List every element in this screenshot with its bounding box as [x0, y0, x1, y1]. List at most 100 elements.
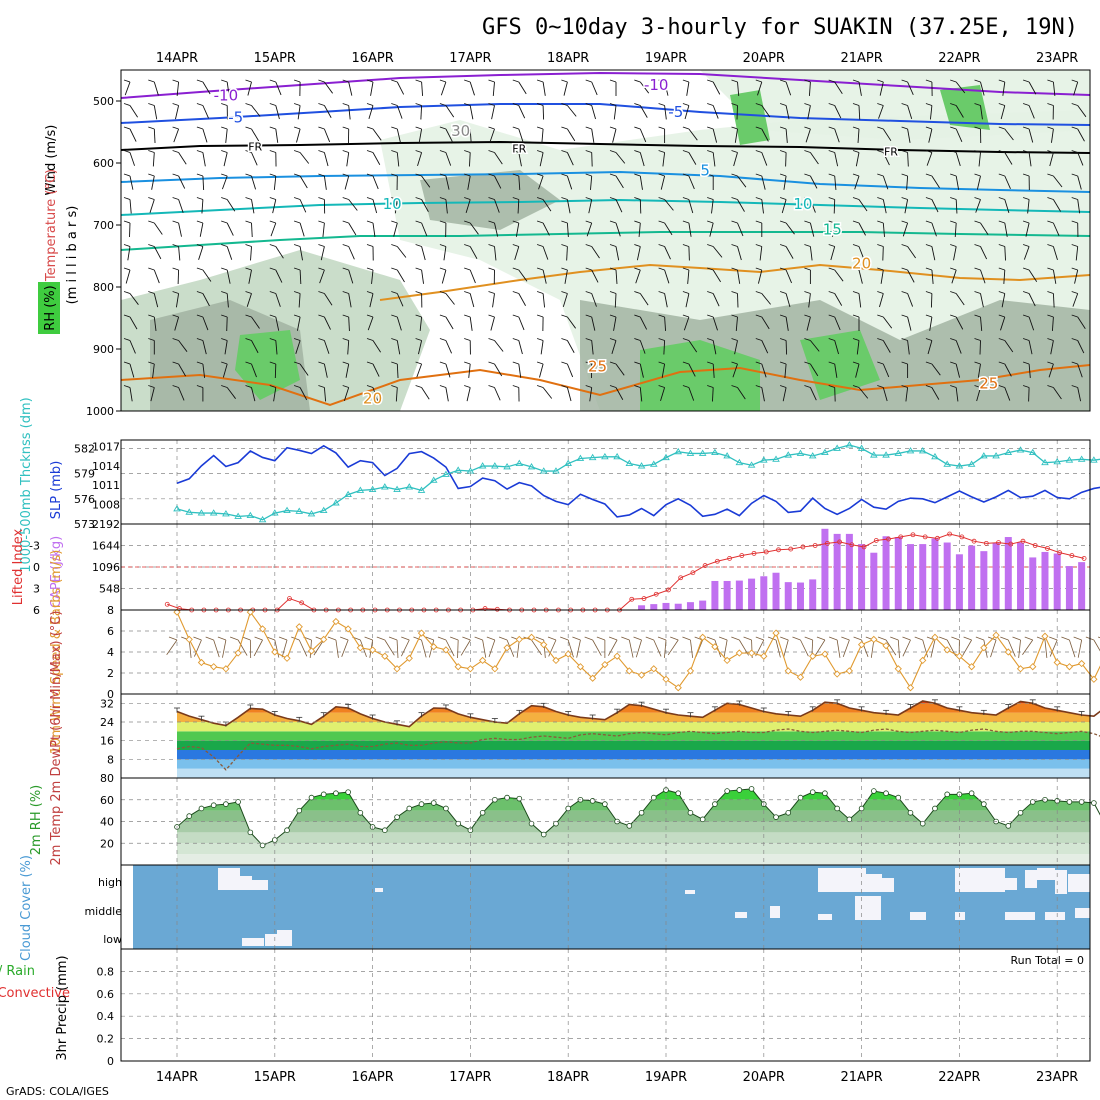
upper-wind-barb [298, 293, 301, 308]
upper-wind-barb-flag [658, 103, 665, 106]
upper-wind-barb-flag [585, 126, 592, 130]
upper-wind-barb [440, 81, 447, 96]
rh-point [210, 802, 217, 808]
wind-barb-flag [205, 636, 214, 641]
upper-wind-barb [494, 199, 500, 213]
wind-speed-point [784, 667, 792, 675]
upper-wind-barb-flag [439, 150, 447, 153]
upper-wind-barb-flag [391, 79, 398, 83]
wind-barb [714, 639, 722, 658]
upper-wind-barb-flag [1047, 385, 1054, 388]
thickness-point [723, 452, 731, 459]
upper-wind-barb [832, 222, 836, 237]
upper-wind-barb [591, 128, 595, 143]
wind-speed-point [540, 641, 548, 649]
upper-wind-barb [346, 152, 350, 167]
thickness-point [258, 515, 267, 523]
upper-wind-barb-flag [682, 314, 690, 318]
upper-wind-barb-flag [293, 173, 301, 177]
upper-wind-barb [296, 128, 301, 143]
rh-point [553, 820, 559, 827]
upper-wind-barb-flag [852, 267, 860, 271]
upper-wind-barb-flag [1047, 267, 1054, 271]
wind-barb-flag [633, 636, 642, 641]
upper-wind-barb-flag [828, 291, 835, 294]
wind-barb [755, 639, 765, 657]
rh-point [259, 842, 266, 849]
upper-wind-barb [955, 387, 959, 402]
cape-bar [650, 604, 658, 610]
upper-wind-barb [394, 199, 398, 214]
upper-wind-barb [1073, 81, 1079, 96]
cape-bar [919, 544, 927, 610]
upper-wind-barb [226, 269, 231, 284]
upper-wind-barb-flag [366, 291, 374, 294]
upper-wind-barb-flag [172, 385, 179, 388]
upper-wind-barb [324, 81, 333, 94]
upper-wind-barb [273, 175, 277, 190]
upper-wind-barb-flag [925, 314, 933, 318]
upper-wind-barb [785, 269, 792, 284]
upper-wind-barb [1004, 128, 1014, 141]
rh-point [699, 816, 706, 823]
rh-band [177, 821, 1090, 833]
upper-wind-barb-flag [293, 150, 301, 153]
wind-barb [401, 639, 410, 657]
upper-wind-barb-flag [682, 103, 690, 106]
upper-wind-barb-flag [1071, 314, 1078, 318]
wind-speed-point [222, 665, 230, 673]
rh-point [748, 786, 755, 792]
thickness-point [821, 448, 829, 456]
upper-wind-barb [299, 363, 309, 376]
upper-wind-barb-flag [707, 361, 714, 365]
wind-speed-point [271, 648, 279, 656]
upper-wind-barb [808, 293, 811, 308]
upper-wind-barb [275, 316, 280, 331]
upper-wind-barb-flag [536, 291, 544, 294]
upper-wind-barb-flag [804, 291, 811, 294]
wind-barb-flag [266, 636, 275, 641]
upper-wind-barb-flag [852, 79, 860, 83]
upper-wind-barb [809, 199, 816, 213]
upper-wind-barb-flag [755, 220, 762, 224]
upper-wind-barb [1028, 340, 1033, 355]
upper-wind-barb [396, 340, 401, 355]
wind-speed-point [955, 652, 964, 660]
upper-wind-barb-flag [488, 126, 495, 130]
upper-wind-barb [955, 81, 966, 94]
upper-wind-barb-flag [755, 244, 762, 247]
upper-wind-barb-flag [585, 338, 592, 341]
upper-wind-barb [683, 316, 690, 331]
wind-barb [628, 639, 634, 658]
top-date-label: 22APR [938, 51, 980, 66]
upper-wind-barb-flag [512, 79, 519, 83]
upper-wind-barb [421, 246, 426, 261]
upper-wind-barb [614, 293, 617, 308]
upper-wind-barb-flag [731, 291, 738, 294]
upper-wind-barb [348, 81, 353, 96]
upper-wind-barb-flag [415, 103, 422, 106]
upper-wind-barb [882, 363, 890, 378]
upper-wind-barb-flag [269, 197, 276, 200]
wind-speed-point [662, 675, 670, 683]
upper-wind-barb [785, 128, 788, 143]
thickness-point [185, 508, 194, 515]
upper-wind-barb-flag [682, 79, 690, 83]
wind-barb-flag [731, 636, 740, 641]
upper-wind-barb-flag [731, 197, 738, 200]
upper-wind-barb [907, 316, 912, 331]
upper-wind-barb [469, 269, 476, 284]
thickness-point [234, 512, 242, 519]
upper-wind-barb-flag [172, 361, 179, 365]
upper-wind-barb [251, 363, 257, 378]
upper-wind-barb [421, 222, 428, 237]
upper-wind-barb-flag [318, 267, 325, 271]
wind-speed-point [332, 617, 340, 626]
upper-wind-barb-flag [901, 338, 908, 341]
thickness-point [515, 459, 524, 466]
wind-barb [396, 639, 399, 658]
wind-barb [897, 639, 900, 658]
upper-wind-barb-flag [1022, 79, 1030, 83]
upper-wind-barb [976, 175, 981, 190]
wind-speed-point [613, 652, 621, 660]
